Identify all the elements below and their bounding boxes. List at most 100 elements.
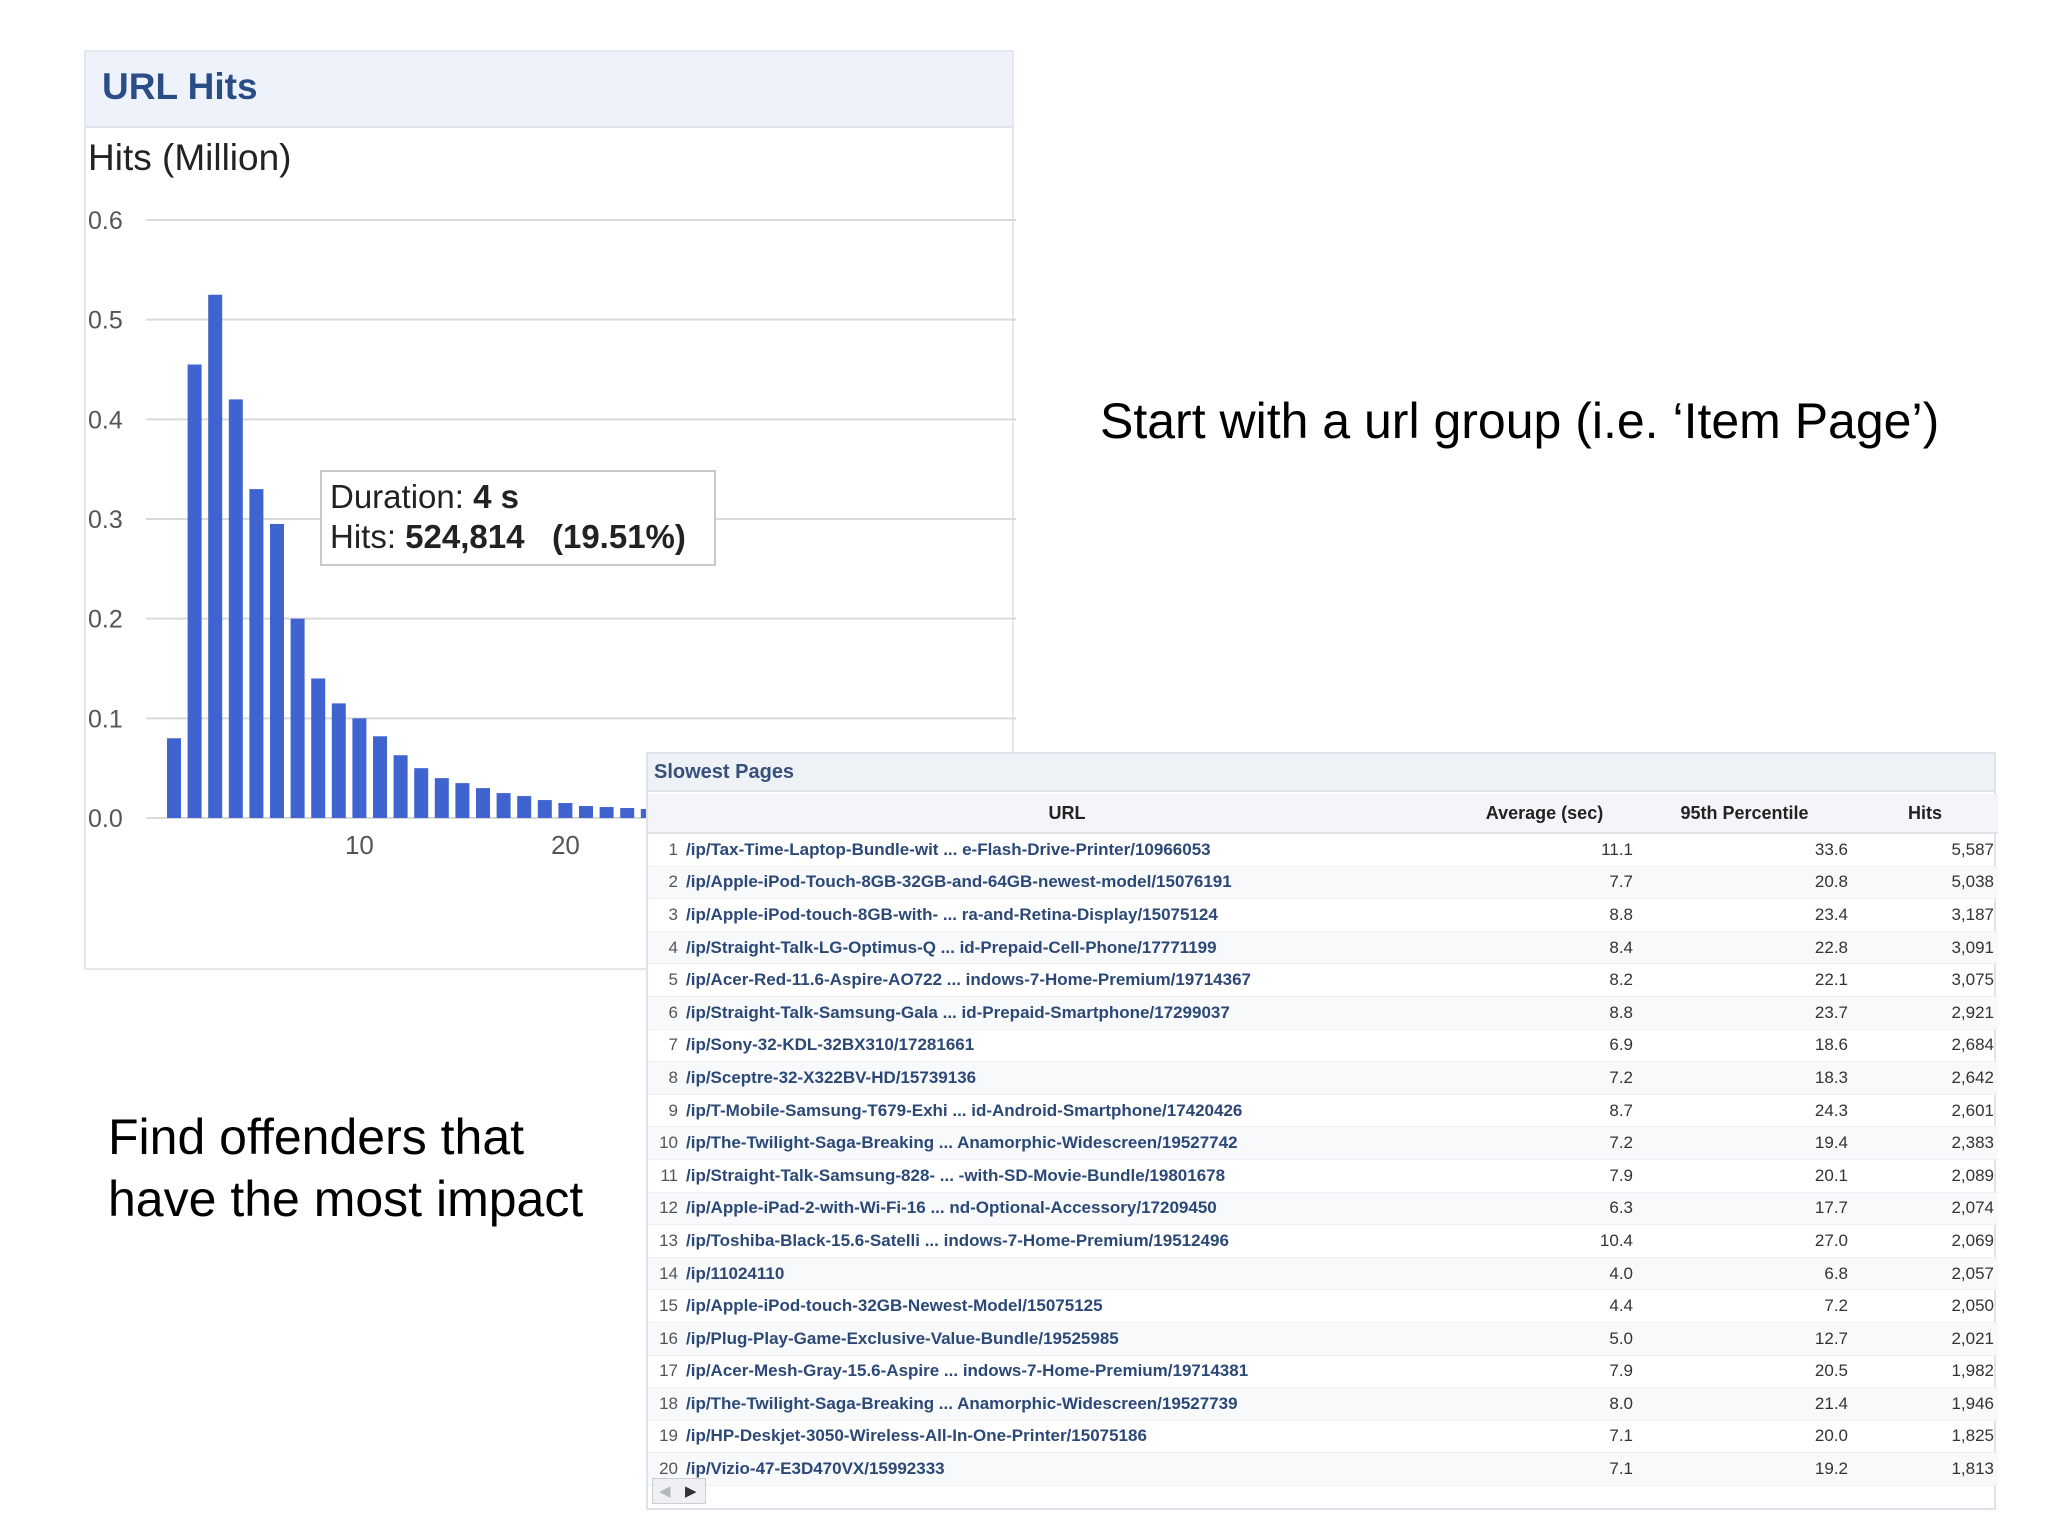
- row-95th-percentile: 22.1: [1637, 963, 1852, 997]
- row-average: 6.3: [1452, 1192, 1637, 1226]
- row-url[interactable]: /ip/Sony-32-KDL-32BX310/17281661: [682, 1029, 1452, 1063]
- row-95th-percentile: 23.4: [1637, 898, 1852, 932]
- bar: [208, 294, 223, 818]
- row-hits: 1,825: [1852, 1420, 1998, 1454]
- row-index: 13: [648, 1224, 682, 1258]
- header-95th-percentile[interactable]: 95th Percentile: [1637, 794, 1852, 834]
- row-url[interactable]: /ip/Apple-iPad-2-with-Wi-Fi-16 ... nd-Op…: [682, 1192, 1452, 1226]
- row-average: 11.1: [1452, 833, 1637, 867]
- row-hits: 2,921: [1852, 996, 1998, 1030]
- row-hits: 3,187: [1852, 898, 1998, 932]
- row-url[interactable]: /ip/11024110: [682, 1257, 1452, 1291]
- row-url[interactable]: /ip/Straight-Talk-Samsung-Gala ... id-Pr…: [682, 996, 1452, 1030]
- row-url[interactable]: /ip/Straight-Talk-Samsung-828- ... -with…: [682, 1159, 1452, 1193]
- table-row[interactable]: 15/ip/Apple-iPod-touch-32GB-Newest-Model…: [648, 1289, 1998, 1323]
- row-95th-percentile: 21.4: [1637, 1387, 1852, 1421]
- row-url[interactable]: /ip/Straight-Talk-LG-Optimus-Q ... id-Pr…: [682, 931, 1452, 965]
- y-tick-label: 0.3: [88, 506, 123, 534]
- row-hits: 3,075: [1852, 963, 1998, 997]
- row-hits: 2,089: [1852, 1159, 1998, 1193]
- row-95th-percentile: 18.6: [1637, 1029, 1852, 1063]
- row-url[interactable]: /ip/HP-Deskjet-3050-Wireless-All-In-One-…: [682, 1420, 1452, 1454]
- tooltip-duration-value: 4 s: [473, 478, 519, 515]
- table-row[interactable]: 6/ip/Straight-Talk-Samsung-Gala ... id-P…: [648, 996, 1998, 1030]
- table-row[interactable]: 12/ip/Apple-iPad-2-with-Wi-Fi-16 ... nd-…: [648, 1192, 1998, 1226]
- row-95th-percentile: 6.8: [1637, 1257, 1852, 1291]
- row-hits: 1,946: [1852, 1387, 1998, 1421]
- bar: [352, 718, 367, 818]
- annotation-url-group: Start with a url group (i.e. ‘Item Page’…: [1100, 393, 1940, 449]
- row-index: 17: [648, 1355, 682, 1389]
- table-row[interactable]: 18/ip/The-Twilight-Saga-Breaking ... Ana…: [648, 1387, 1998, 1421]
- table-row[interactable]: 16/ip/Plug-Play-Game-Exclusive-Value-Bun…: [648, 1322, 1998, 1356]
- row-average: 5.0: [1452, 1322, 1637, 1356]
- table-row[interactable]: 11/ip/Straight-Talk-Samsung-828- ... -wi…: [648, 1159, 1998, 1193]
- table-row[interactable]: 2/ip/Apple-iPod-Touch-8GB-32GB-and-64GB-…: [648, 866, 1998, 900]
- row-average: 7.2: [1452, 1126, 1637, 1160]
- header-hits[interactable]: Hits: [1852, 794, 1998, 834]
- table-row[interactable]: 10/ip/The-Twilight-Saga-Breaking ... Ana…: [648, 1126, 1998, 1160]
- header-url[interactable]: URL: [682, 794, 1452, 834]
- pager-next-icon[interactable]: ▶: [685, 1483, 697, 1500]
- table-row[interactable]: 1/ip/Tax-Time-Laptop-Bundle-wit ... e-Fl…: [648, 833, 1998, 867]
- row-95th-percentile: 19.2: [1637, 1452, 1852, 1486]
- row-url[interactable]: /ip/Apple-iPod-touch-32GB-Newest-Model/1…: [682, 1289, 1452, 1323]
- row-average: 7.9: [1452, 1355, 1637, 1389]
- row-url[interactable]: /ip/Vizio-47-E3D470VX/15992333: [682, 1452, 1452, 1486]
- table-row[interactable]: 13/ip/Toshiba-Black-15.6-Satelli ... ind…: [648, 1224, 1998, 1258]
- row-index: 12: [648, 1192, 682, 1226]
- row-url[interactable]: /ip/Apple-iPod-Touch-8GB-32GB-and-64GB-n…: [682, 866, 1452, 900]
- row-index: 14: [648, 1257, 682, 1291]
- table-row[interactable]: 14/ip/11024110 4.0 6.8 2,057: [648, 1257, 1998, 1291]
- row-95th-percentile: 12.7: [1637, 1322, 1852, 1356]
- table-row[interactable]: 7/ip/Sony-32-KDL-32BX310/17281661 6.9 18.6…: [648, 1029, 1998, 1063]
- bar: [270, 523, 284, 818]
- table-row[interactable]: 20/ip/Vizio-47-E3D470VX/15992333 7.1 19.2 1…: [648, 1452, 1998, 1486]
- table-row[interactable]: 17/ip/Acer-Mesh-Gray-15.6-Aspire ... ind…: [648, 1355, 1998, 1389]
- row-hits: 2,601: [1852, 1094, 1998, 1128]
- row-url[interactable]: /ip/The-Twilight-Saga-Breaking ... Anamo…: [682, 1126, 1452, 1160]
- table-row[interactable]: 5/ip/Acer-Red-11.6-Aspire-AO722 ... indo…: [648, 963, 1998, 997]
- row-index: 2: [648, 866, 682, 900]
- row-index: 10: [648, 1126, 682, 1160]
- row-hits: 1,982: [1852, 1355, 1998, 1389]
- row-index: 1: [648, 833, 682, 867]
- row-url[interactable]: /ip/Plug-Play-Game-Exclusive-Value-Bundl…: [682, 1322, 1452, 1356]
- row-url[interactable]: /ip/Tax-Time-Laptop-Bundle-wit ... e-Fla…: [682, 833, 1452, 867]
- chart-tooltip: Duration: 4 s Hits: 524,814 (19.51%): [320, 470, 716, 566]
- x-tick-label: 20: [551, 830, 580, 860]
- table-row[interactable]: 4/ip/Straight-Talk-LG-Optimus-Q ... id-P…: [648, 931, 1998, 965]
- row-average: 8.8: [1452, 996, 1637, 1030]
- row-url[interactable]: /ip/Acer-Red-11.6-Aspire-AO722 ... indow…: [682, 963, 1452, 997]
- row-index: 5: [648, 963, 682, 997]
- bar: [331, 703, 346, 818]
- row-url[interactable]: /ip/Toshiba-Black-15.6-Satelli ... indow…: [682, 1224, 1452, 1258]
- bar: [249, 489, 264, 818]
- header-average[interactable]: Average (sec): [1452, 794, 1637, 834]
- table-title: Slowest Pages: [654, 761, 795, 783]
- bar: [620, 808, 635, 818]
- table-row[interactable]: 8/ip/Sceptre-32-X322BV-HD/15739136 7.2 18.…: [648, 1061, 1998, 1095]
- row-average: 8.4: [1452, 931, 1637, 965]
- table-row[interactable]: 3/ip/Apple-iPod-touch-8GB-with- ... ra-a…: [648, 898, 1998, 932]
- row-url[interactable]: /ip/Sceptre-32-X322BV-HD/15739136: [682, 1061, 1452, 1095]
- row-url[interactable]: /ip/T-Mobile-Samsung-T679-Exhi ... id-An…: [682, 1094, 1452, 1128]
- row-hits: 2,074: [1852, 1192, 1998, 1226]
- bar: [228, 399, 243, 818]
- row-index: 6: [648, 996, 682, 1030]
- bar: [187, 364, 202, 818]
- row-average: 6.9: [1452, 1029, 1637, 1063]
- hits-bar-chart: Hits (Million) 0.0 0.1 0.2 0.3 0.4 0.5 0.6 10 20: [88, 137, 1016, 860]
- pager-prev-icon[interactable]: ◀: [659, 1483, 671, 1500]
- row-url[interactable]: /ip/Acer-Mesh-Gray-15.6-Aspire ... indow…: [682, 1355, 1452, 1389]
- bar: [373, 736, 387, 818]
- row-average: 7.1: [1452, 1452, 1637, 1486]
- row-url[interactable]: /ip/Apple-iPod-touch-8GB-with- ... ra-an…: [682, 898, 1452, 932]
- row-url[interactable]: /ip/The-Twilight-Saga-Breaking ... Anamo…: [682, 1387, 1452, 1421]
- row-95th-percentile: 20.8: [1637, 866, 1852, 900]
- tooltip-duration-line: Duration: 4 s: [330, 478, 519, 516]
- table-row[interactable]: 19/ip/HP-Deskjet-3050-Wireless-All-In-On…: [648, 1420, 1998, 1454]
- row-hits: 2,684: [1852, 1029, 1998, 1063]
- row-hits: 2,383: [1852, 1126, 1998, 1160]
- table-row[interactable]: 9/ip/T-Mobile-Samsung-T679-Exhi ... id-A…: [648, 1094, 1998, 1128]
